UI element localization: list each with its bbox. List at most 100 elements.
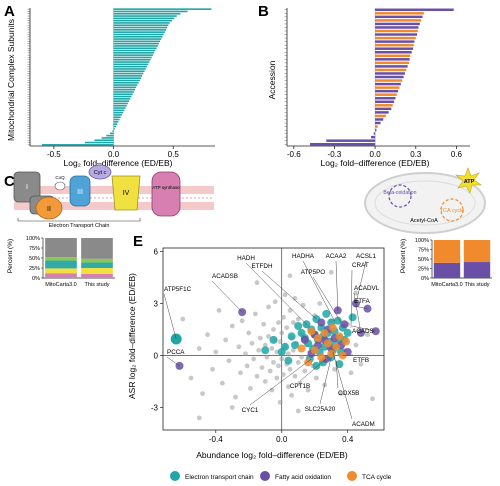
panel-e-leader-line <box>261 270 317 320</box>
panel-b-bar <box>375 68 407 72</box>
panel-a-bar <box>113 45 158 47</box>
panel-d-category-label: MitoCarta3.0 <box>431 282 463 288</box>
panel-e-point <box>294 322 303 330</box>
panel-e-gene-label: ETFA <box>354 298 371 305</box>
panel-b-bar <box>373 132 376 135</box>
panel-e-grey-point <box>257 335 263 341</box>
panel-b-x-tick-label: -0.6 <box>287 150 301 159</box>
panel-b-bar <box>375 65 408 68</box>
panel-a-bar <box>113 31 165 33</box>
panel-e-grey-point <box>285 351 291 357</box>
panel-b-x-tick-label: -0.3 <box>328 150 342 159</box>
panel-e-grey-point <box>295 360 301 365</box>
panel-a-bar <box>113 40 161 43</box>
panel-e-grey-point <box>292 373 298 379</box>
complex-ii-label: II <box>47 206 51 213</box>
panel-e-point <box>284 356 293 365</box>
panel-a-bar <box>113 114 122 116</box>
panel-e-point <box>335 332 344 341</box>
panel-e-grey-point <box>252 311 258 317</box>
panel-e-grey-point <box>271 327 276 332</box>
cyt-c-shape <box>88 164 112 180</box>
panel-e-point <box>348 313 357 322</box>
panel-a-bar <box>113 65 147 68</box>
panel-e-grey-point <box>358 361 364 367</box>
panel-a-bar <box>113 72 144 75</box>
panel-label-e: E <box>133 233 143 250</box>
panel-e-gene-label: ETFB <box>353 357 369 364</box>
panel-e-plot-frame <box>162 247 385 431</box>
panel-a-bar <box>113 95 132 98</box>
panel-b-bar <box>375 82 401 86</box>
panel-b-bar <box>375 100 395 104</box>
panel-e-grey-point <box>353 342 359 348</box>
panel-d-segment <box>463 262 491 278</box>
panel-c-y-tick-label: 50% <box>29 256 40 262</box>
panel-e-leader-line <box>166 356 180 367</box>
panel-e-grey-point <box>266 334 271 339</box>
complex-i-label: I <box>26 184 28 191</box>
panel-a-bar <box>113 58 151 61</box>
panel-e-point <box>335 360 344 369</box>
panel-a-bar <box>113 121 119 123</box>
panel-d-segment <box>433 240 461 263</box>
panel-e-leader-line <box>249 358 312 406</box>
complex-iii-label: III <box>77 189 83 196</box>
panel-e-point <box>343 328 352 337</box>
panel-e-leader-line <box>312 276 342 323</box>
panel-e-grey-point <box>226 358 232 364</box>
panel-b-bar <box>375 47 414 50</box>
coq-shape <box>54 181 66 191</box>
panel-b-bar <box>375 104 393 107</box>
panel-e-point <box>300 335 309 344</box>
panel-e-point <box>261 346 270 355</box>
panel-e-leader-line <box>332 351 353 420</box>
panel-a-bar <box>41 144 114 146</box>
panel-a-bar <box>113 29 167 31</box>
panel-e-gene-label: ACAA2 <box>326 253 347 260</box>
panel-a-bar <box>113 8 212 10</box>
panel-d-segment <box>463 240 491 263</box>
panel-c-segment <box>81 268 113 274</box>
panel-a-bar <box>113 104 127 107</box>
legend-swatch-etc <box>170 471 180 481</box>
panel-e-grey-point <box>251 356 257 362</box>
panel-e-leader-line <box>353 292 362 333</box>
panel-e-grey-point <box>269 346 275 351</box>
cyt-c-label: Cyt c <box>94 170 107 176</box>
panel-label-b: B <box>258 3 269 20</box>
panel-d-y-tick-label: 0% <box>421 276 429 282</box>
panel-d-y-tick-label: 25% <box>418 267 429 273</box>
panel-e-point <box>332 342 341 351</box>
panel-b-bar <box>375 36 416 40</box>
panel-a-bar <box>113 79 140 82</box>
panel-e-grey-point <box>264 354 270 360</box>
panel-c-segment <box>81 274 113 278</box>
panel-e-grey-point <box>254 373 260 379</box>
panel-e-gene-label: COX5B <box>338 390 359 397</box>
panel-c-segment <box>81 238 113 259</box>
panel-e-grey-point <box>300 302 306 308</box>
panel-e-grey-point <box>280 314 286 320</box>
panel-b-bar <box>375 93 397 96</box>
panel-e-grey-point <box>353 290 359 296</box>
panel-e-grey-point <box>295 316 301 322</box>
panel-a-x-axis-label: Log₂ fold–difference (ED/EB) <box>64 158 173 168</box>
panel-a-bar <box>113 24 169 27</box>
panel-e-grey-point <box>256 347 262 353</box>
panel-e-x-tick-label: 0.0 <box>276 435 288 444</box>
panel-e-grey-point <box>370 396 375 402</box>
panel-label-c: C <box>4 173 15 190</box>
panel-a-bar <box>113 52 155 54</box>
legend-label-tca: TCA cycle <box>362 474 392 481</box>
panel-e-grey-point <box>287 308 293 313</box>
panel-c-segment <box>45 260 77 269</box>
panel-e-point <box>323 339 332 348</box>
panel-e-point <box>317 318 326 327</box>
panel-e-gene-label: ACADSB <box>212 273 238 280</box>
panel-e-grey-point <box>295 408 301 414</box>
panel-e-y-tick-label: 0 <box>154 351 159 360</box>
tca-cycle-label: TCA cycle <box>440 208 465 214</box>
panel-b-bar <box>375 8 454 12</box>
